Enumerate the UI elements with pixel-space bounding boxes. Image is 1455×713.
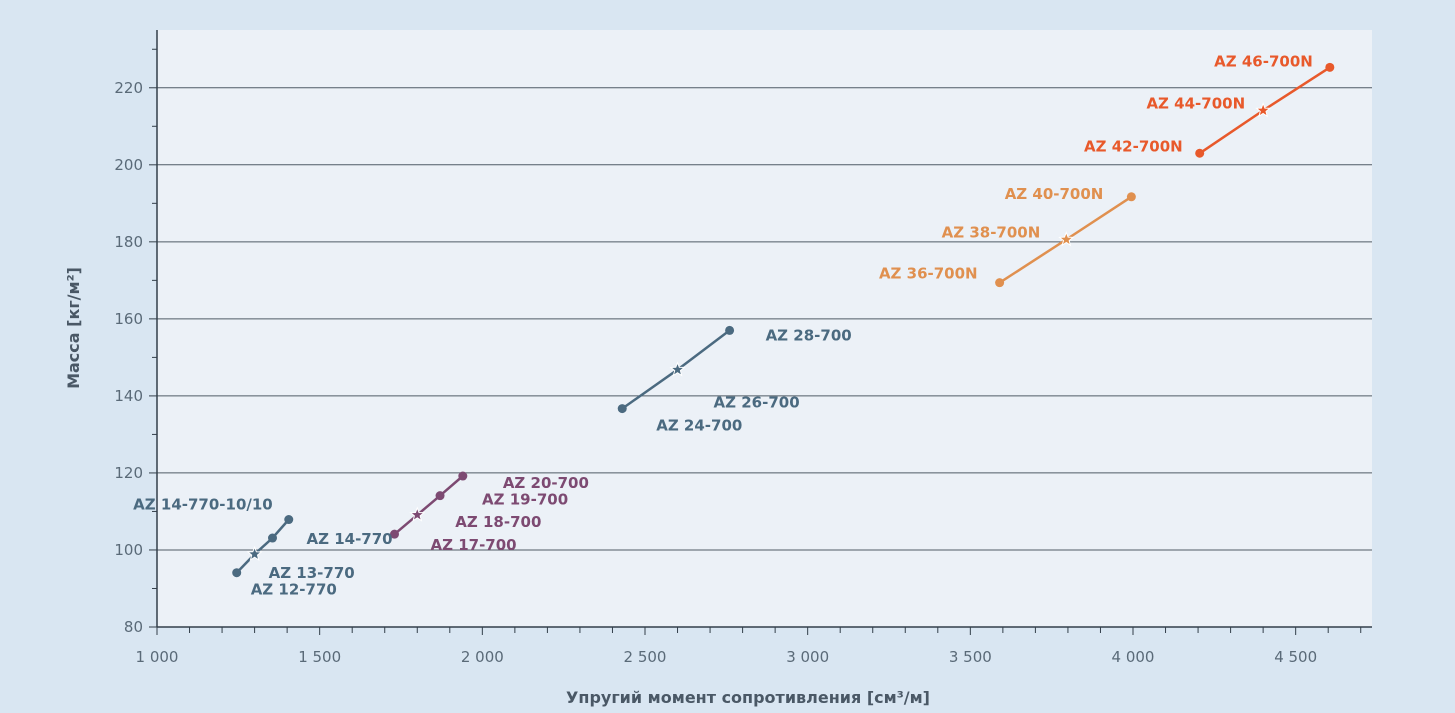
point-label: AZ 18-700: [455, 513, 541, 531]
y-tick-label: 180: [114, 233, 143, 251]
point-label: AZ 17-700: [430, 536, 516, 554]
y-tick-label: 80: [124, 618, 143, 636]
x-tick-label: 3 500: [949, 648, 992, 666]
point-marker: [232, 568, 242, 578]
series-line: [393, 475, 464, 536]
point-marker: [458, 471, 468, 481]
point-label: AZ 36-700N: [879, 265, 978, 283]
star-marker: [1255, 102, 1272, 118]
point-label: AZ 28-700: [766, 326, 852, 344]
point-marker: [1325, 62, 1335, 72]
x-tick-label: 2 000: [461, 648, 504, 666]
point-marker: [725, 325, 735, 335]
point-label: AZ 42-700N: [1084, 137, 1183, 155]
y-tick-label: 200: [114, 156, 143, 174]
point-marker: [389, 529, 399, 539]
point-label: AZ 46-700N: [1214, 52, 1313, 70]
point-label: AZ 26-700: [714, 394, 800, 412]
x-tick-label: 4 500: [1274, 648, 1317, 666]
point-label: AZ 13-770: [269, 564, 355, 582]
point-marker: [284, 515, 294, 525]
y-axis-ticks: 80 100 120 140 160 180 200 220: [114, 48, 157, 636]
grid-lines: [157, 87, 1372, 551]
star-marker: [1058, 231, 1075, 247]
point-label: AZ 24-700: [656, 417, 742, 435]
series-line: [235, 518, 290, 574]
point-marker: [1126, 192, 1136, 202]
y-axis-title: Масса [кг/м²]: [64, 267, 83, 389]
point-label: AZ 40-700N: [1005, 185, 1104, 203]
y-tick-label: 220: [114, 79, 143, 97]
point-label: AZ 14-770: [306, 530, 392, 548]
star-marker: [669, 361, 686, 377]
x-tick-label: 3 000: [786, 648, 829, 666]
y-tick-label: 120: [114, 464, 143, 482]
y-tick-label: 140: [114, 387, 143, 405]
axes: [156, 30, 1372, 628]
point-label: AZ 12-770: [251, 581, 337, 599]
point-marker: [1195, 148, 1205, 158]
x-tick-label: 2 500: [624, 648, 667, 666]
data-series: [232, 62, 1335, 578]
point-label: AZ 14-770-10/10: [133, 496, 273, 514]
point-label: AZ 19-700: [482, 491, 568, 509]
x-axis-title: Упругий момент сопротивления [см³/м]: [566, 688, 930, 707]
x-tick-label: 1 000: [136, 648, 179, 666]
y-tick-label: 160: [114, 310, 143, 328]
x-tick-label: 4 000: [1112, 648, 1155, 666]
point-marker: [267, 533, 277, 543]
y-tick-label: 100: [114, 541, 143, 559]
star-marker: [246, 545, 263, 562]
point-label: AZ 20-700: [503, 474, 589, 492]
point-label: AZ 44-700N: [1146, 94, 1245, 112]
plot-area: [157, 30, 1372, 627]
point-marker: [995, 278, 1005, 288]
point-marker: [435, 491, 445, 501]
point-label: AZ 38-700N: [942, 224, 1041, 242]
x-tick-label: 1 500: [298, 648, 341, 666]
star-marker: [409, 506, 426, 522]
x-axis-ticks: 1 000 1 500 2 000 2 500 3 000 3 500 4 000 4 500: [136, 627, 1362, 666]
point-marker: [617, 404, 627, 414]
